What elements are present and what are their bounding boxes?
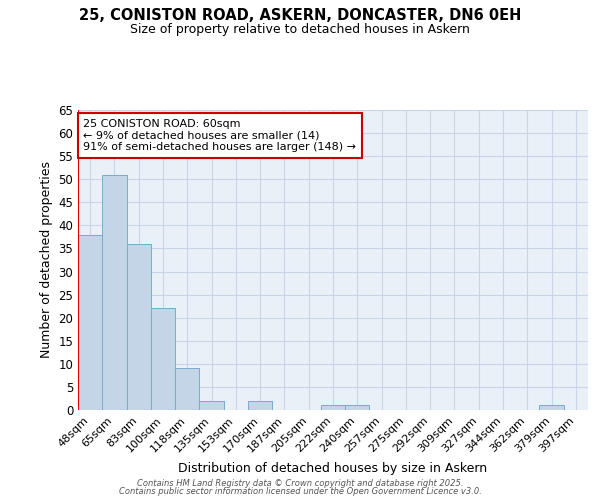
Text: Contains public sector information licensed under the Open Government Licence v3: Contains public sector information licen… <box>119 487 481 496</box>
Bar <box>199 401 224 410</box>
Bar <box>248 401 272 410</box>
Bar <box>345 406 370 410</box>
Y-axis label: Number of detached properties: Number of detached properties <box>40 162 53 358</box>
Bar <box>539 406 564 410</box>
Bar <box>151 308 175 410</box>
Bar <box>321 406 345 410</box>
Text: 25, CONISTON ROAD, ASKERN, DONCASTER, DN6 0EH: 25, CONISTON ROAD, ASKERN, DONCASTER, DN… <box>79 8 521 22</box>
Bar <box>102 174 127 410</box>
Bar <box>175 368 199 410</box>
Bar <box>78 234 102 410</box>
X-axis label: Distribution of detached houses by size in Askern: Distribution of detached houses by size … <box>178 462 488 475</box>
Text: 25 CONISTON ROAD: 60sqm
← 9% of detached houses are smaller (14)
91% of semi-det: 25 CONISTON ROAD: 60sqm ← 9% of detached… <box>83 119 356 152</box>
Text: Size of property relative to detached houses in Askern: Size of property relative to detached ho… <box>130 22 470 36</box>
Bar <box>127 244 151 410</box>
Text: Contains HM Land Registry data © Crown copyright and database right 2025.: Contains HM Land Registry data © Crown c… <box>137 478 463 488</box>
